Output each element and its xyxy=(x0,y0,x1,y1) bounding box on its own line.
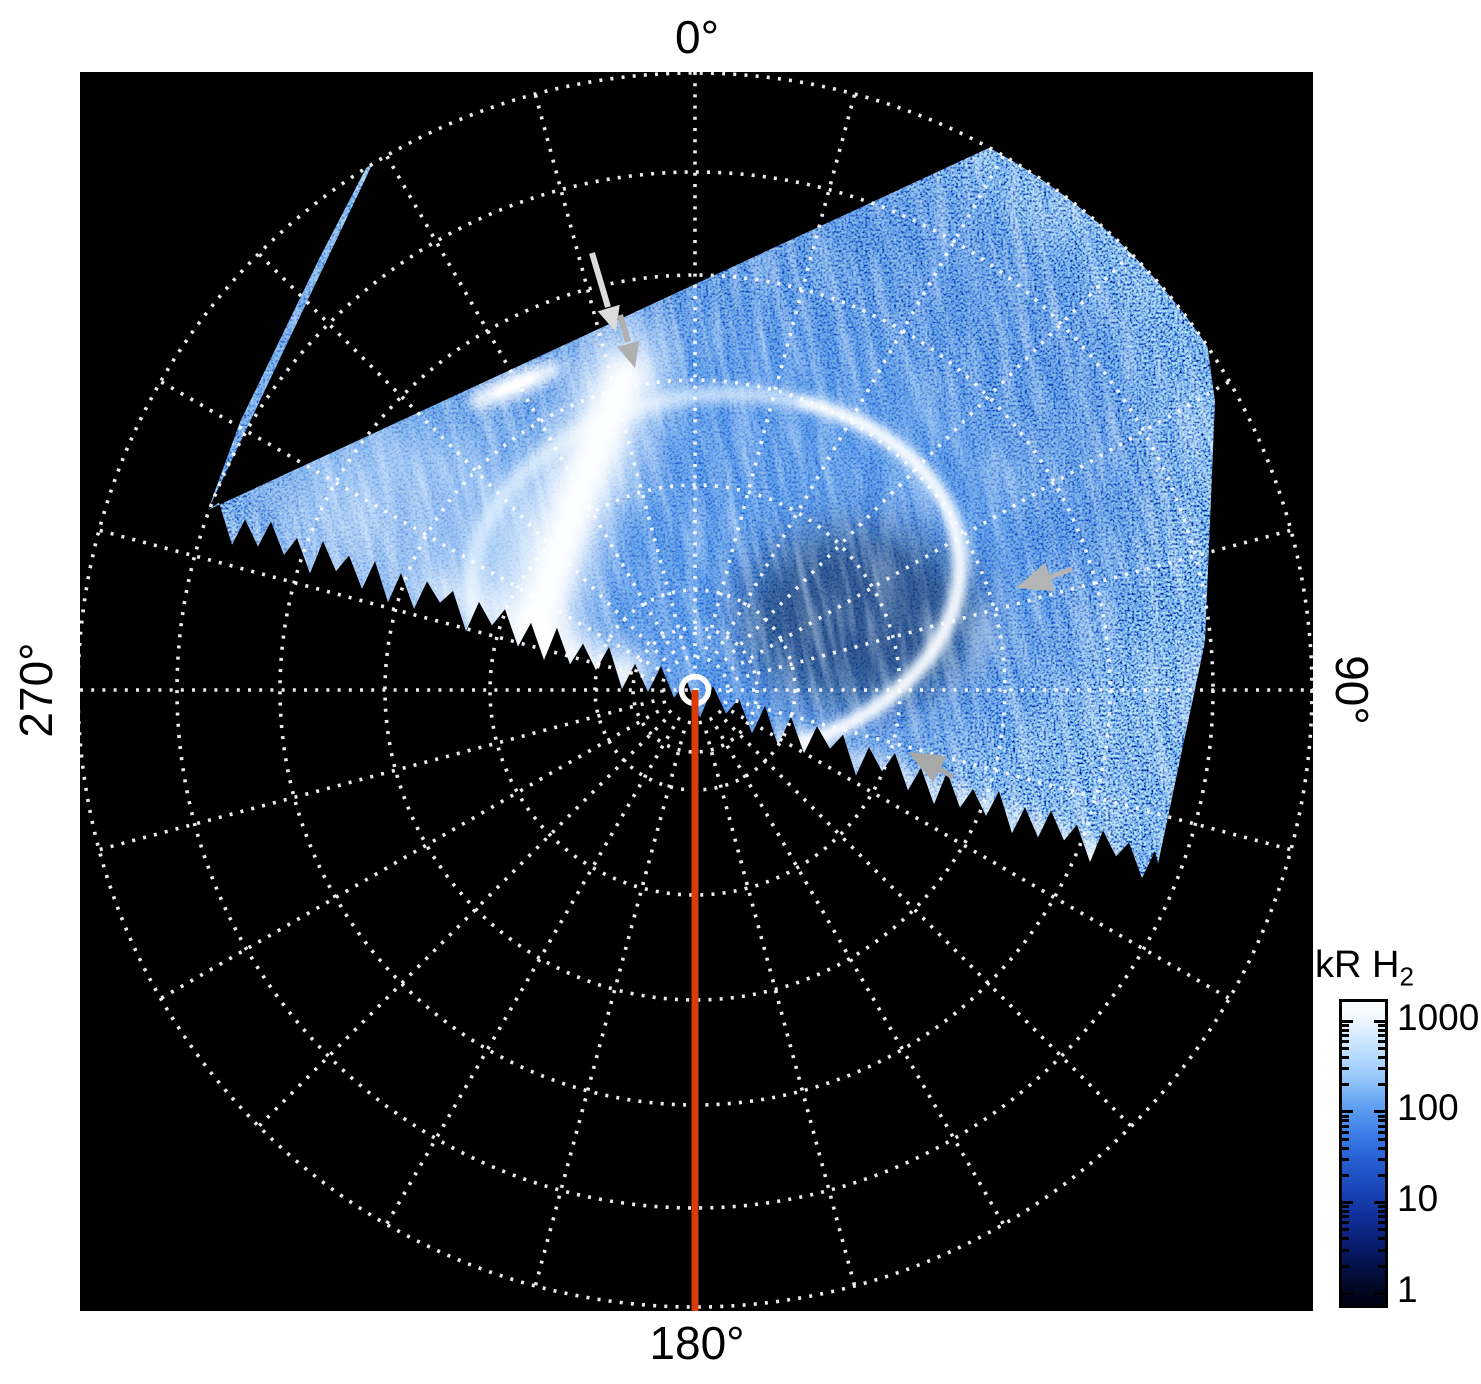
colorbar-tick xyxy=(1378,1157,1385,1161)
colorbar-tick xyxy=(1378,1173,1385,1177)
colorbar-tick xyxy=(1378,1028,1385,1032)
colorbar-tick xyxy=(1378,1083,1385,1087)
colorbar-tick xyxy=(1342,1019,1353,1023)
colorbar-tick xyxy=(1374,1019,1385,1023)
colorbar-tick xyxy=(1342,1119,1349,1123)
colorbar-tick xyxy=(1378,1264,1385,1268)
colorbar-tick xyxy=(1342,1039,1349,1043)
colorbar-tick xyxy=(1378,1039,1385,1043)
colorbar xyxy=(1339,999,1388,1308)
colorbar-tick xyxy=(1342,1237,1349,1241)
colorbar-tick xyxy=(1378,1228,1385,1232)
colorbar-tick xyxy=(1342,1157,1349,1161)
colorbar-tick xyxy=(1342,1137,1349,1141)
polar-plot xyxy=(80,72,1313,1311)
grid-circle xyxy=(631,626,759,754)
colorbar-tick xyxy=(1378,1047,1385,1051)
colorbar-tick xyxy=(1342,1264,1349,1268)
colorbar-tick xyxy=(1378,1237,1385,1241)
colorbar-tick xyxy=(1342,1124,1349,1128)
colorbar-tick xyxy=(1378,1114,1385,1118)
colorbar-tick xyxy=(1342,1055,1349,1059)
colorbar-tick xyxy=(1342,1173,1349,1177)
colorbar-tick xyxy=(1342,1146,1349,1150)
colorbar-title: kR H2 xyxy=(1315,944,1414,992)
colorbar-tick-label: 10 xyxy=(1397,1178,1439,1220)
colorbar-tick-label: 1 xyxy=(1397,1268,1418,1310)
colorbar-tick xyxy=(1374,1201,1385,1205)
colorbar-tick xyxy=(1378,1055,1385,1059)
colorbar-tick xyxy=(1342,1291,1353,1295)
arrow-right-gray xyxy=(1016,562,1073,592)
colorbar-tick xyxy=(1342,1248,1349,1252)
colorbar-tick xyxy=(1342,1228,1349,1232)
colorbar-tick xyxy=(1374,1110,1385,1114)
colorbar-tick xyxy=(1378,1221,1385,1225)
colorbar-tick xyxy=(1342,1215,1349,1219)
colorbar-tick xyxy=(1374,1291,1385,1295)
colorbar-tick xyxy=(1378,1146,1385,1150)
colorbar-tick xyxy=(1378,1033,1385,1037)
colorbar-tick xyxy=(1378,1209,1385,1213)
aurora-map-svg xyxy=(80,72,1313,1311)
colorbar-tick xyxy=(1342,1047,1349,1051)
colorbar-tick xyxy=(1342,1114,1349,1118)
angle-label-0: 0° xyxy=(675,11,719,63)
colorbar-tick xyxy=(1342,1067,1349,1071)
colorbar-tick xyxy=(1342,1209,1349,1213)
arrow-lower-gray xyxy=(908,752,955,782)
colorbar-tick xyxy=(1342,1028,1349,1032)
colorbar-tick xyxy=(1342,1033,1349,1037)
narrow-right-arc xyxy=(779,397,966,754)
colorbar-tick xyxy=(1342,1130,1349,1134)
colorbar-tick xyxy=(1342,1083,1349,1087)
compact-bright-streak xyxy=(466,361,564,409)
colorbar-tick xyxy=(1342,1205,1349,1209)
outer-faint-arc xyxy=(855,397,1005,768)
angle-label-90: 90° xyxy=(1326,655,1378,725)
colorbar-tick xyxy=(1378,1137,1385,1141)
arrow-upper-white xyxy=(589,252,620,332)
colorbar-tick xyxy=(1342,1221,1349,1225)
colorbar-tick-label: 100 xyxy=(1397,1087,1459,1129)
grid-circle xyxy=(383,378,1007,1002)
colorbar-tick xyxy=(1378,1205,1385,1209)
colorbar-tick xyxy=(1378,1248,1385,1252)
arrow-upper-gray xyxy=(617,314,640,368)
colorbar-tick xyxy=(1342,1023,1349,1027)
colorbar-tick xyxy=(1342,1201,1353,1205)
colorbar-tick xyxy=(1378,1130,1385,1134)
colorbar-tick xyxy=(1378,1067,1385,1071)
grid-circle xyxy=(660,655,730,725)
angle-label-180: 180° xyxy=(649,1317,745,1369)
angle-label-270: 270° xyxy=(10,642,62,738)
colorbar-tick xyxy=(1378,1124,1385,1128)
colorbar-tick-label: 1000 xyxy=(1397,996,1480,1038)
colorbar-tick xyxy=(1378,1215,1385,1219)
dawn-band-core xyxy=(514,356,646,653)
annotation-arrows xyxy=(589,252,1073,782)
colorbar-tick xyxy=(1378,1023,1385,1027)
colorbar-tick xyxy=(1378,1119,1385,1123)
colorbar-tick xyxy=(1342,1110,1353,1114)
